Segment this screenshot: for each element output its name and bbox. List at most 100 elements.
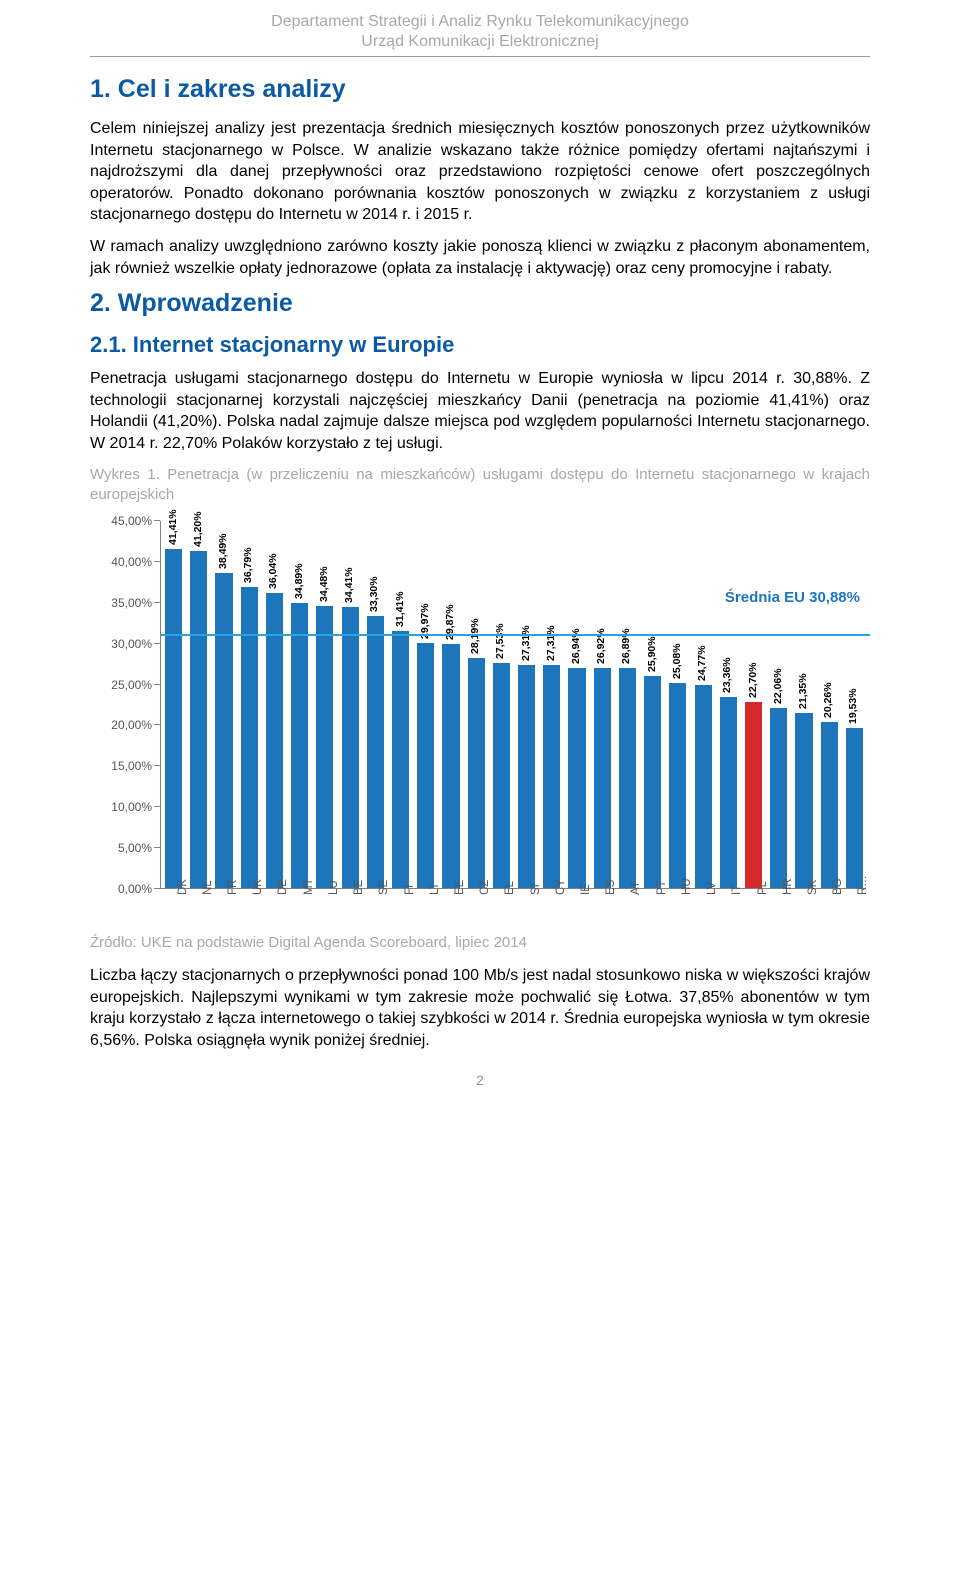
chart-bar (846, 728, 863, 888)
x-axis-label: CY (555, 879, 567, 895)
header-line-2: Urząd Komunikacji Elektronicznej (90, 32, 870, 52)
x-axis-label: AT (630, 881, 642, 895)
y-axis-label: 40,00% (90, 555, 152, 569)
chart-average-label: Średnia EU 30,88% (725, 589, 860, 606)
x-axis-label: PL (757, 881, 769, 895)
x-axis-label: LT (429, 882, 441, 895)
x-axis-label: FI (404, 885, 416, 895)
x-axis-label: HU (681, 878, 693, 895)
chart-caption: Wykres 1. Penetracja (w przeliczeniu na … (90, 465, 870, 506)
chart-bar (190, 551, 207, 888)
x-axis-label: R… (857, 875, 869, 895)
chart-bar (417, 643, 434, 888)
bar-value-label: 33,30% (368, 576, 380, 612)
header-rule (90, 56, 870, 57)
bar-value-label: 36,79% (242, 548, 254, 584)
y-axis-tick (154, 724, 160, 725)
x-axis-label: EE (454, 880, 466, 895)
bar-value-label: 27,31% (545, 625, 557, 661)
section2-subtitle: 2.1. Internet stacjonarny w Europie (90, 332, 870, 358)
y-axis-label: 30,00% (90, 637, 152, 651)
chart-bar (493, 663, 510, 888)
x-axis-label: LU (328, 880, 340, 895)
x-axis-label: DK (177, 879, 189, 895)
section1-p1: Celem niniejszej analizy jest prezentacj… (90, 118, 870, 226)
x-axis-label: MT (303, 878, 315, 895)
section2-p1: Penetracja usługami stacjonarnego dostęp… (90, 368, 870, 454)
bar-value-label: 34,89% (293, 563, 305, 599)
x-axis-label: SK (807, 880, 819, 895)
bar-value-label: 27,31% (520, 625, 532, 661)
chart-bar (543, 665, 560, 888)
chart-bar (770, 708, 787, 888)
y-axis-tick (154, 561, 160, 562)
y-axis-tick (154, 602, 160, 603)
bar-value-label: 28,19% (469, 618, 481, 654)
y-axis-label: 25,00% (90, 678, 152, 692)
section2-title: 2. Wprowadzenie (90, 289, 870, 318)
bar-value-label: 41,20% (192, 511, 204, 547)
x-axis-label: SI (530, 884, 542, 895)
y-axis-label: 10,00% (90, 800, 152, 814)
chart-bar (442, 644, 459, 888)
chart-bar (669, 683, 686, 888)
chart-bar (795, 713, 812, 888)
penetration-bar-chart: 41,41%41,20%38,49%36,79%36,04%34,89%34,4… (90, 521, 870, 931)
chart-bar (165, 549, 182, 888)
y-axis-tick (154, 520, 160, 521)
bar-value-label: 41,41% (167, 510, 179, 546)
x-axis-label: HR (782, 878, 794, 895)
x-axis-label: BE (353, 880, 365, 895)
chart-bar (291, 603, 308, 888)
chart-bar (821, 722, 838, 888)
chart-bar (468, 658, 485, 889)
x-axis-label: DE (277, 879, 289, 895)
chart-bar (367, 616, 384, 888)
chart-bar (518, 665, 535, 888)
bar-value-label: 25,08% (671, 643, 683, 679)
chart-bar (266, 593, 283, 888)
x-axis-label: NL (202, 880, 214, 895)
chart-bar (619, 668, 636, 888)
x-axis-label: PT (656, 880, 668, 895)
x-axis-label: SE (378, 880, 390, 895)
x-axis-label: UK (252, 879, 264, 895)
x-axis-label: BG (832, 878, 844, 895)
chart-bar (215, 573, 232, 888)
chart-bar (392, 631, 409, 888)
bar-value-label: 27,53% (494, 623, 506, 659)
chart-average-line (161, 634, 870, 636)
closing-p1: Liczba łączy stacjonarnych o przepływnoś… (90, 965, 870, 1051)
bar-value-label: 22,06% (772, 668, 784, 704)
y-axis-tick (154, 847, 160, 848)
bar-value-label: 22,70% (747, 663, 759, 699)
bar-value-label: 19,53% (847, 689, 859, 725)
page-number: 2 (90, 1072, 870, 1088)
chart-bar (594, 668, 611, 888)
chart-bar (568, 668, 585, 888)
y-axis-label: 5,00% (90, 841, 152, 855)
header-line-1: Departament Strategii i Analiz Rynku Tel… (90, 12, 870, 32)
chart-bar (241, 587, 258, 888)
chart-bar (695, 685, 712, 888)
y-axis-label: 20,00% (90, 718, 152, 732)
chart-bar (342, 607, 359, 888)
bar-value-label: 31,41% (394, 592, 406, 628)
chart-source: Źródło: UKE na podstawie Digital Agenda … (90, 933, 870, 953)
x-axis-label: IT (731, 885, 743, 895)
x-axis-label: IE (580, 884, 592, 895)
x-axis-label: CZ (479, 880, 491, 895)
page-header: Departament Strategii i Analiz Rynku Tel… (90, 12, 870, 52)
y-axis-label: 45,00% (90, 514, 152, 528)
y-axis-tick (154, 888, 160, 889)
y-axis-tick (154, 643, 160, 644)
bar-value-label: 23,36% (721, 657, 733, 693)
bar-value-label: 21,35% (797, 674, 809, 710)
x-axis-label: LV (706, 882, 718, 895)
bar-value-label: 34,41% (343, 567, 355, 603)
bar-value-label: 38,49% (217, 534, 229, 570)
chart-bar (720, 697, 737, 888)
chart-bar (745, 702, 762, 888)
y-axis-label: 35,00% (90, 596, 152, 610)
x-axis-label: ES (605, 880, 617, 895)
